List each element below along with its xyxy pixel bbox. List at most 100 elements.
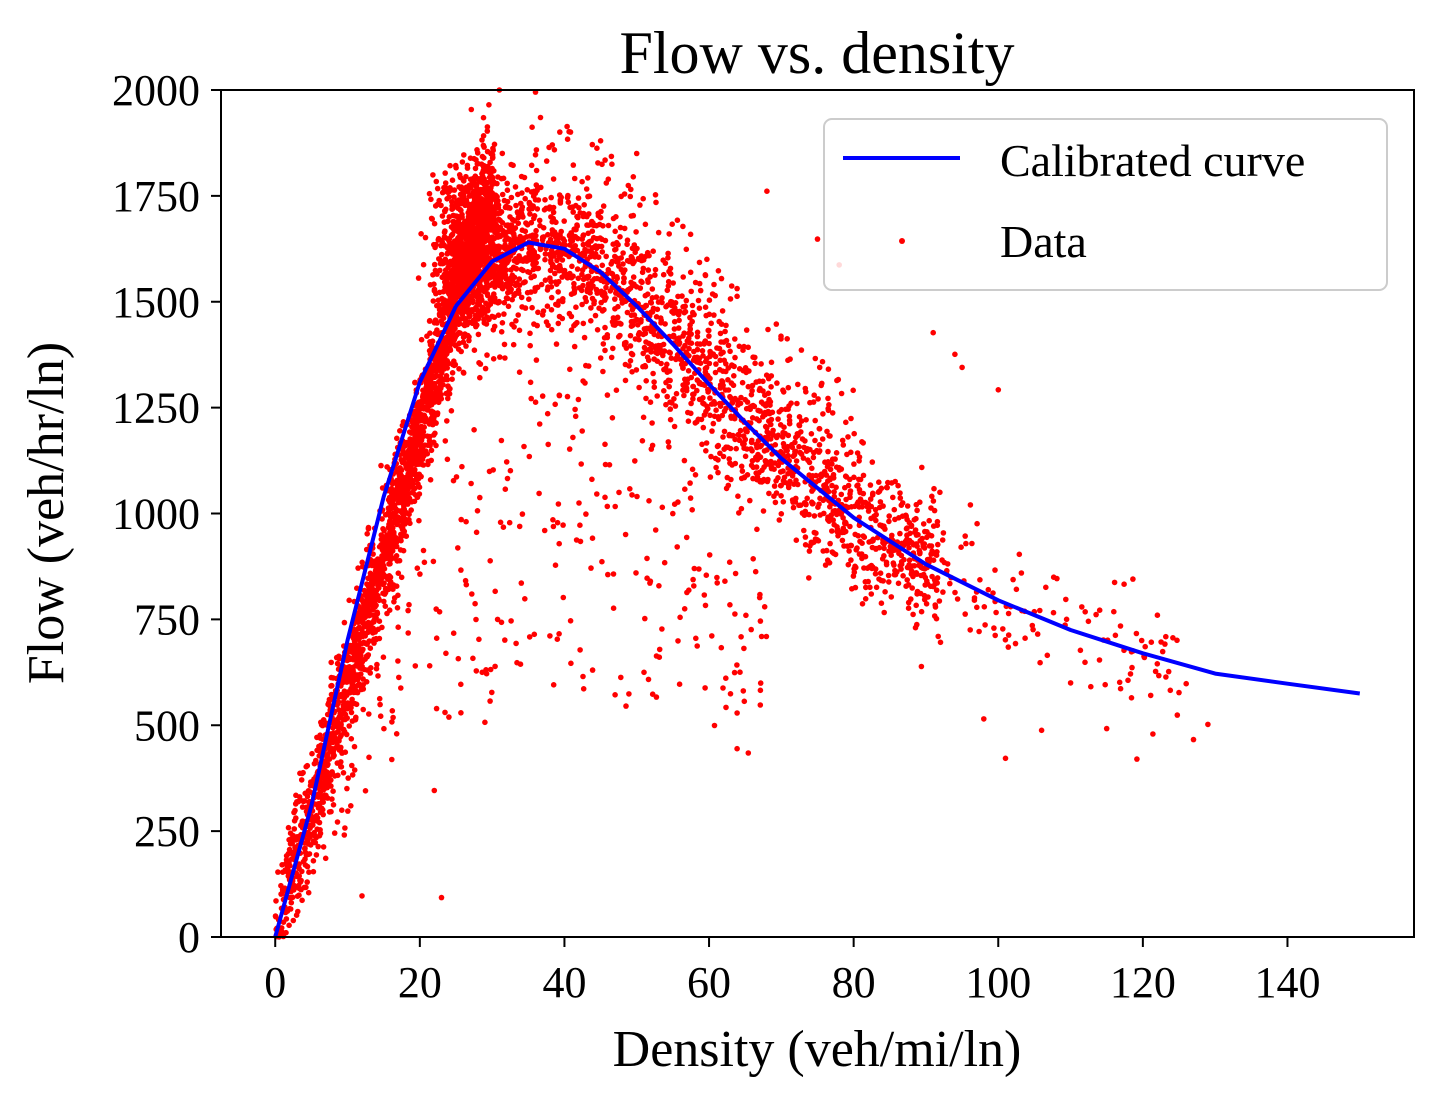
data-point: [928, 551, 934, 557]
data-point: [572, 226, 578, 233]
data-point: [923, 601, 930, 607]
data-point: [458, 710, 464, 716]
data-point: [432, 244, 438, 251]
data-point: [826, 433, 832, 439]
data-point: [516, 327, 523, 334]
data-point: [674, 544, 680, 550]
data-point: [553, 341, 560, 347]
data-point: [703, 448, 709, 454]
data-point: [449, 370, 456, 376]
data-point: [529, 304, 535, 311]
data-point: [720, 434, 726, 440]
data-point: [495, 276, 501, 282]
data-point: [492, 266, 499, 272]
data-point: [583, 298, 589, 305]
data-point: [433, 373, 440, 379]
data-point: [336, 707, 342, 713]
data-point: [310, 814, 316, 821]
data-point: [723, 704, 729, 711]
data-point: [730, 382, 737, 389]
data-point: [517, 233, 523, 240]
data-point: [368, 575, 375, 581]
data-point: [326, 773, 333, 779]
data-point: [302, 856, 308, 862]
data-point: [486, 195, 492, 201]
data-point: [738, 634, 744, 640]
data-point: [659, 348, 665, 354]
data-point: [644, 249, 651, 256]
data-point: [370, 612, 376, 618]
data-point: [766, 490, 772, 497]
data-point: [637, 285, 644, 291]
chart-title: Flow vs. density: [619, 20, 1014, 86]
data-point: [573, 247, 579, 253]
data-point: [554, 519, 561, 526]
data-point: [386, 561, 392, 567]
data-point: [859, 439, 865, 445]
data-point: [394, 605, 401, 611]
data-point: [490, 211, 497, 217]
data-point: [452, 342, 458, 348]
data-point: [695, 297, 702, 304]
data-point: [451, 358, 457, 365]
data-point: [552, 234, 559, 240]
data-point: [807, 446, 813, 453]
data-point: [444, 361, 450, 368]
data-point: [526, 296, 532, 303]
data-point: [504, 187, 511, 193]
data-point: [460, 241, 467, 247]
data-point: [455, 545, 461, 551]
data-point: [416, 471, 423, 478]
data-point: [811, 513, 818, 519]
data-point: [353, 701, 360, 708]
data-point: [761, 464, 767, 470]
data-point: [548, 326, 555, 333]
data-point: [643, 395, 649, 402]
data-point: [806, 511, 812, 518]
data-point: [676, 339, 683, 346]
data-point: [790, 504, 797, 511]
data-point: [877, 499, 884, 505]
data-point: [638, 319, 644, 325]
data-point: [639, 279, 645, 286]
data-point: [542, 256, 548, 263]
data-point: [792, 448, 799, 455]
data-point: [518, 173, 525, 180]
data-point: [642, 362, 648, 369]
data-point: [340, 704, 347, 710]
data-point: [717, 403, 724, 410]
data-point: [881, 545, 887, 552]
data-point: [630, 274, 637, 280]
data-point: [535, 309, 541, 316]
data-point: [310, 858, 317, 864]
data-point: [682, 303, 688, 310]
data-point: [446, 333, 452, 340]
data-point: [506, 236, 512, 242]
data-point: [842, 484, 848, 491]
data-point: [316, 792, 323, 798]
data-point: [707, 412, 713, 419]
data-point: [768, 384, 774, 390]
data-point: [273, 898, 279, 904]
data-point: [878, 600, 885, 606]
data-point: [876, 479, 882, 486]
data-point: [411, 468, 418, 475]
data-point: [287, 906, 294, 912]
data-point: [431, 220, 438, 227]
data-point: [845, 434, 851, 440]
data-point: [684, 338, 691, 344]
data-point: [311, 760, 318, 767]
data-point: [311, 829, 318, 836]
data-point: [928, 505, 934, 511]
data-point: [609, 258, 616, 265]
data-point: [622, 361, 629, 368]
data-point: [395, 537, 402, 543]
data-point: [451, 336, 458, 343]
data-point: [442, 170, 449, 176]
data-point: [493, 199, 500, 205]
data-point: [464, 165, 471, 171]
data-point: [921, 545, 928, 551]
data-point: [446, 214, 453, 220]
data-point: [474, 250, 481, 256]
data-point: [472, 165, 479, 172]
